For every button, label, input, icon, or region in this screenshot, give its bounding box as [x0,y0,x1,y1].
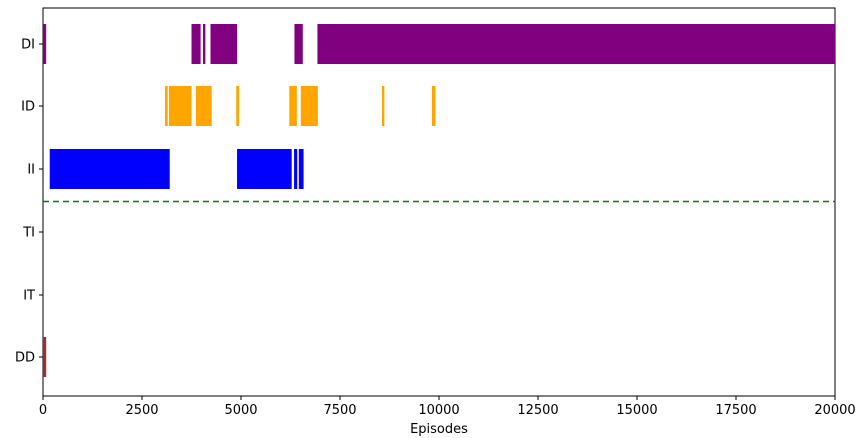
y-tick-label: II [27,163,35,178]
bar-segment-id [300,86,318,126]
bar-segment-id [236,86,240,126]
y-tick-label: DD [15,351,35,366]
bar-segment-di [202,24,206,64]
x-tick-label: 7500 [323,403,356,418]
bar-segment-ii [237,149,292,189]
bar-segment-dd [43,337,47,377]
x-tick-label: 12500 [517,403,558,418]
bar-segment-ii [298,149,304,189]
y-tick-label: ID [21,100,35,115]
bar-segment-di [191,24,201,64]
bar-segment-id [431,86,436,126]
bar-segment-ii [49,149,170,189]
bar-segment-id [289,86,297,126]
bar-segment-di [294,24,303,64]
x-tick-label: 10000 [418,403,459,418]
x-tick-label: 5000 [224,403,257,418]
x-tick-label: 17500 [715,403,756,418]
x-tick-label: 2500 [125,403,158,418]
x-tick-label: 20000 [814,403,855,418]
x-axis-label: Episodes [410,422,468,437]
bar-segment-id [168,86,192,126]
x-axis: 0 2500 5000 7500 10000 12500 15000 17500 20000 [39,396,856,418]
bar-segment-di [43,24,47,64]
y-axis: DI ID II TI IT DD [15,38,43,366]
y-tick-label: TI [22,226,35,241]
x-tick-label: 0 [39,403,47,418]
y-tick-label: DI [21,38,35,53]
bar-segment-di [317,24,835,64]
x-tick-label: 15000 [616,403,657,418]
bar-segment-id [164,86,168,126]
bar-segment-id [195,86,212,126]
bar-segment-id [381,86,385,126]
bar-segment-ii [294,149,298,189]
bar-group [43,24,835,377]
bar-segment-di [210,24,238,64]
y-tick-label: IT [23,289,35,304]
